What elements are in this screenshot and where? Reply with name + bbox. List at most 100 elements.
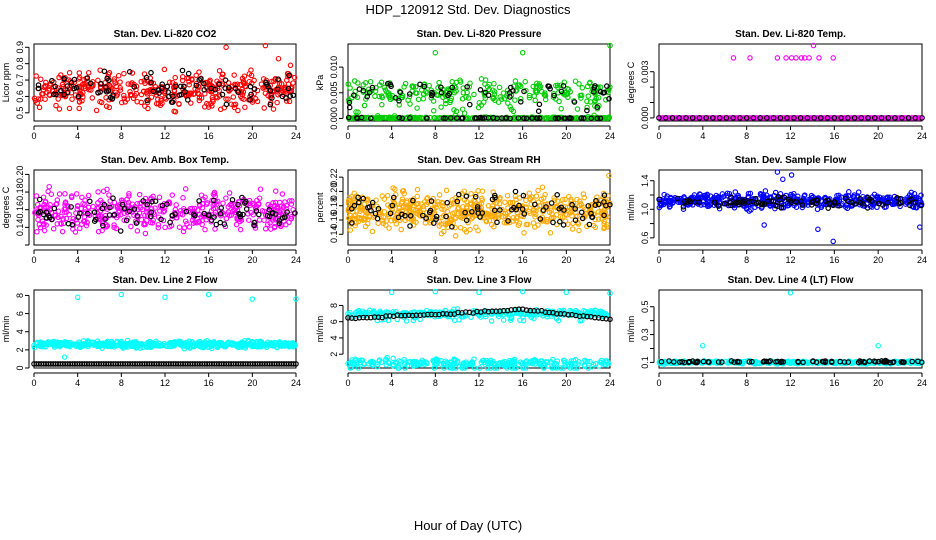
panel-8-data-point xyxy=(347,365,353,371)
panel-4-data-point xyxy=(58,221,64,227)
panel-3-ref-point xyxy=(838,115,844,121)
panel-2-ref-point xyxy=(503,115,510,121)
panel-2-data-point xyxy=(497,94,503,100)
panel-4-ref-point xyxy=(134,213,141,219)
panel-5-data-point xyxy=(576,202,583,209)
panel-4-data-point xyxy=(45,204,52,210)
panel-4-data-point xyxy=(111,222,117,228)
panel-9-x-tick-label: 4 xyxy=(700,378,705,388)
panel-4-ref-point xyxy=(201,210,208,217)
panel-2-ref-point xyxy=(482,89,489,96)
panel-3-data-point xyxy=(915,115,922,121)
panel-1-ref-point xyxy=(248,91,254,98)
panel-5-ref-point xyxy=(554,192,561,198)
panel-6-outlier-point xyxy=(830,238,836,245)
panel-1-data-point xyxy=(230,94,237,100)
panel-1-data-point xyxy=(291,74,298,81)
panel-6-ref-point xyxy=(656,196,663,203)
panel-3-ref-point xyxy=(730,115,737,121)
panel-5-data-point xyxy=(351,215,358,222)
panel-8-data-point xyxy=(485,359,491,365)
panel-1-ref-point xyxy=(286,72,293,79)
panel-5-data-point xyxy=(440,203,446,209)
panel-1-data-point xyxy=(80,89,86,96)
panel-8-data-point xyxy=(469,359,475,366)
panel-3-ref-point xyxy=(676,115,683,121)
panel-5-data-point xyxy=(422,198,428,205)
panel-6-title: Stan. Dev. Sample Flow xyxy=(735,155,847,166)
panel-8-data-point xyxy=(540,312,546,319)
panel-5-ref-point xyxy=(588,210,594,217)
panel-3-ref-point xyxy=(669,115,676,121)
panel-3-x-tick-label: 16 xyxy=(829,131,839,141)
panel-6-y-label: ml/min xyxy=(626,194,636,221)
panel-7-data-point xyxy=(88,339,94,346)
panel-4-data-point xyxy=(48,191,55,197)
panel-3-ref-point xyxy=(716,115,723,121)
panel-4-data-point xyxy=(289,198,295,204)
panel-1-data-point xyxy=(179,74,186,80)
panel-2-ref-point xyxy=(561,115,567,122)
panel-1-data-point xyxy=(134,98,140,105)
panel-6-ref-point xyxy=(866,197,873,203)
panel-3-ref-point xyxy=(892,115,898,121)
panel-8-data-point xyxy=(508,317,514,323)
panel-2-data-point xyxy=(579,85,586,91)
panel-2-data-point xyxy=(384,89,390,96)
panel-4-data-point xyxy=(177,208,184,214)
panel-1-ref-point xyxy=(57,87,64,94)
panel-5-data-point xyxy=(375,220,381,227)
panel-8-data-point xyxy=(441,365,447,371)
panel-1-data-point xyxy=(260,85,266,91)
panel-4-ref-point xyxy=(237,213,244,220)
panel-7-data-point xyxy=(31,344,38,351)
panel-5-ref-point xyxy=(560,222,567,228)
panel-1-ref-point xyxy=(52,83,59,90)
panel-8-data-point xyxy=(518,311,524,317)
panel-4-data-point xyxy=(252,225,259,231)
panel-1-data-point xyxy=(85,70,92,76)
panel-4-ref-point xyxy=(266,207,273,213)
panel-2-ref-point xyxy=(588,115,595,122)
panel-2-data-point xyxy=(564,85,571,92)
panel-2-ref-point xyxy=(445,92,451,99)
panel-4-ref-point xyxy=(92,216,99,223)
panel-4-data-point xyxy=(61,209,68,215)
panel-6-data-point xyxy=(759,193,765,200)
panel-3-data-point xyxy=(882,115,888,121)
panel-4-data-point xyxy=(267,226,274,232)
panel-4-ref-point xyxy=(239,194,245,201)
panel-4-data-point xyxy=(41,227,48,234)
panel-2-data-point xyxy=(372,93,378,99)
panel-7-data-point xyxy=(191,343,198,350)
panel-1-y-tick-label: 0.8 xyxy=(15,57,25,70)
panel-8-data-point xyxy=(390,355,396,362)
panel-6-ref-point xyxy=(765,198,771,205)
panel-5-ref-point xyxy=(491,192,498,199)
panel-2-data-point xyxy=(505,100,511,106)
panel-8-data-point xyxy=(562,362,568,369)
panel-3-outlier-point xyxy=(774,55,781,61)
panel-6-data-point xyxy=(801,202,808,208)
panel-3-ref-point xyxy=(737,115,743,121)
panel-3-ref-point xyxy=(784,115,790,121)
panel-1-ref-point xyxy=(49,77,55,84)
panel-5-y-tick-label: 0.22 xyxy=(329,168,339,186)
panel-2-ref-point xyxy=(485,115,492,121)
panel-5-ref-point xyxy=(550,219,556,226)
panel-5-ref-point xyxy=(475,210,482,217)
panel-7-y-tick-label: 8 xyxy=(15,293,25,298)
panel-2-data-point xyxy=(393,115,399,121)
panel-6-ref-point xyxy=(798,198,805,205)
panel-2-data-point xyxy=(416,115,423,122)
panel-5-data-point xyxy=(502,210,509,217)
panel-7-data-point xyxy=(140,341,147,348)
panel-4-ref-point xyxy=(68,204,74,210)
panel-6-ref-point xyxy=(897,200,904,206)
panel-5-data-point xyxy=(380,214,387,220)
panel-1-ref-point xyxy=(235,89,241,95)
panel-4-data-point xyxy=(62,191,68,197)
panel-2-data-point xyxy=(414,105,420,111)
panel-2-ref-point xyxy=(397,89,404,96)
panel-5-data-point xyxy=(444,208,451,215)
